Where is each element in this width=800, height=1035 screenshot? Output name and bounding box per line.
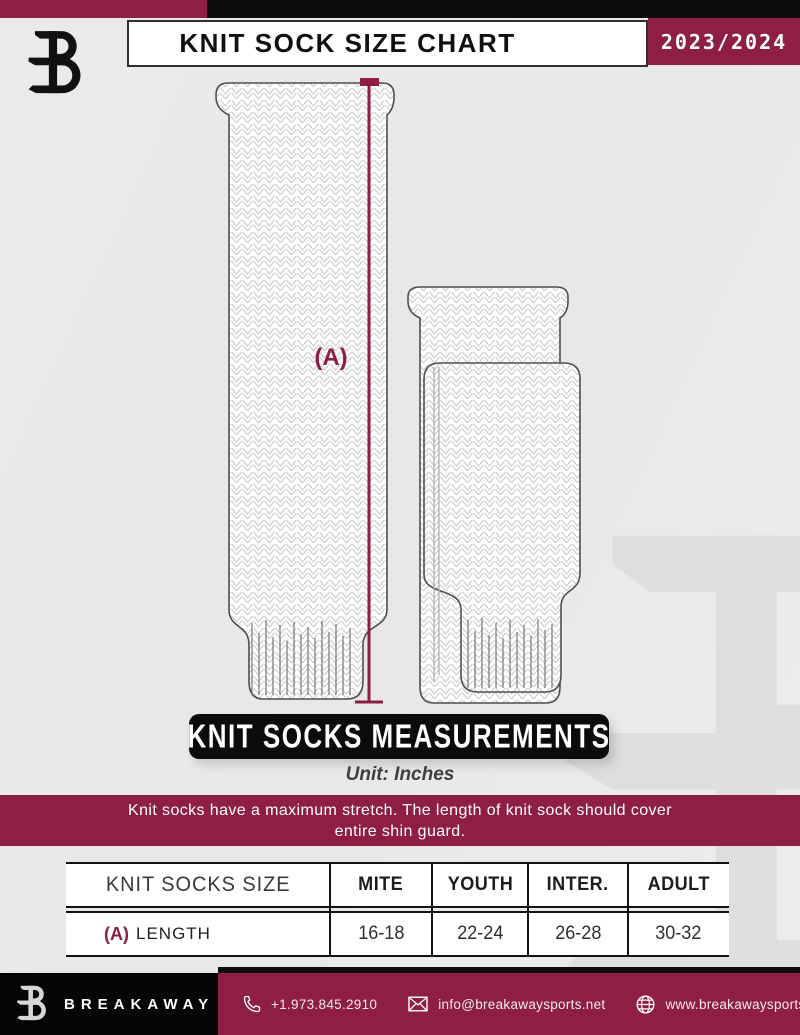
footer-top-strip <box>218 967 800 973</box>
mail-icon <box>408 996 428 1012</box>
fold-line <box>433 367 440 681</box>
page-title: KNIT SOCK SIZE CHART <box>179 28 516 58</box>
size-table-header-row: KNIT SOCKS SIZE MITE YOUTH INTER. ADULT <box>66 862 729 908</box>
season-badge: 2023/2024 <box>648 18 800 65</box>
breakaway-logo <box>28 31 81 94</box>
col-header-mite: MITE <box>358 874 404 895</box>
value-adult: 30-32 <box>655 923 702 944</box>
measurement-line-a: (A) <box>314 78 383 704</box>
website-contact[interactable]: www.breakawaysports.net <box>635 994 800 1015</box>
phone-contact[interactable]: +1.973.845.2910 <box>242 994 377 1014</box>
row-prefix-a: (A) <box>104 923 129 944</box>
phone-icon <box>243 995 261 1013</box>
col-header-inter: INTER. <box>546 874 610 895</box>
footer-brand-block: BREAKAWAY <box>0 973 218 1035</box>
table-divider <box>627 862 629 955</box>
rib-lines <box>251 620 351 695</box>
sock-adult <box>215 82 395 700</box>
unit-label: Unit: Inches <box>345 764 455 785</box>
breakaway-footer-logo <box>17 985 46 1021</box>
row-label-length: (A) LENGTH <box>104 923 211 944</box>
brand-wordmark: BREAKAWAY <box>64 995 215 1013</box>
top-strip-maroon <box>0 0 207 18</box>
measurements-banner: KNIT SOCKS MEASUREMENTS <box>187 714 611 759</box>
col-header-youth: YOUTH <box>447 874 513 895</box>
table-divider <box>431 862 433 955</box>
footer-contact-bar: +1.973.845.2910 info@breakawaysports.net… <box>218 973 800 1035</box>
title-bar: KNIT SOCK SIZE CHART <box>127 20 648 67</box>
sock-youth-front <box>423 362 581 693</box>
rib-lines <box>467 618 553 688</box>
value-youth: 22-24 <box>456 923 504 944</box>
email-address: info@breakawaysports.net <box>438 996 606 1012</box>
stretch-note-line2: entire shin guard. <box>334 822 466 840</box>
measurements-banner-label: KNIT SOCKS MEASUREMENTS <box>187 716 611 756</box>
dimension-a-label: (A) <box>314 344 347 371</box>
size-table-length-row: (A) LENGTH 16-18 22-24 26-28 30-32 <box>66 911 729 957</box>
globe-icon <box>636 994 655 1014</box>
stretch-note-line1: Knit socks have a maximum stretch. The l… <box>128 801 672 819</box>
sock-diagram: (A) <box>215 78 581 704</box>
website-url: www.breakawaysports.net <box>665 996 800 1012</box>
col-header-size: KNIT SOCKS SIZE <box>105 873 291 896</box>
col-header-adult: ADULT <box>647 874 710 895</box>
table-divider <box>527 862 529 955</box>
phone-number: +1.973.845.2910 <box>271 996 378 1012</box>
email-contact[interactable]: info@breakawaysports.net <box>407 995 605 1013</box>
table-divider <box>329 862 331 955</box>
season-label: 2023/2024 <box>660 29 788 54</box>
value-mite: 16-18 <box>357 923 405 944</box>
value-inter: 26-28 <box>554 923 602 944</box>
size-table: KNIT SOCKS SIZE MITE YOUTH INTER. ADULT … <box>66 862 729 957</box>
stretch-note: Knit socks have a maximum stretch. The l… <box>0 795 800 846</box>
